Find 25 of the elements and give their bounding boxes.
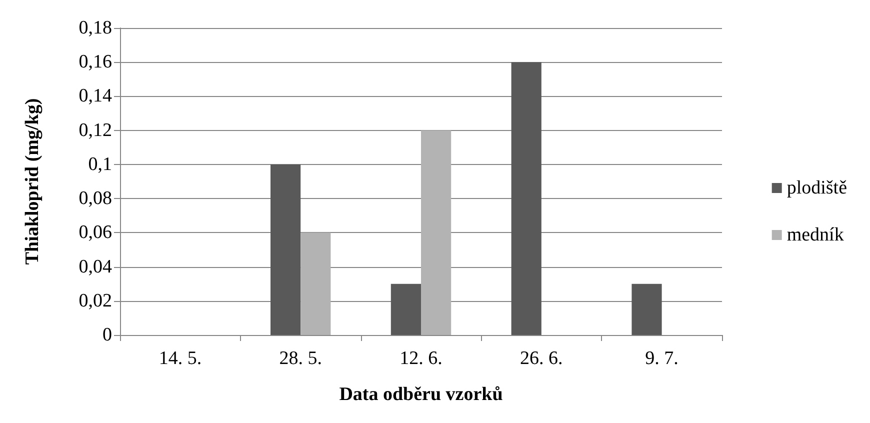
y-axis-title: Thiakloprid (mg/kg) bbox=[22, 98, 43, 265]
y-tick-label: 0,16 bbox=[78, 52, 112, 73]
legend-label: plodiště bbox=[786, 178, 848, 198]
y-tick-label: 0,12 bbox=[78, 120, 112, 141]
x-tick-label: 26. 6. bbox=[520, 348, 563, 369]
legend-label: medník bbox=[786, 224, 844, 246]
bar bbox=[511, 62, 542, 335]
y-tick-label: 0,08 bbox=[78, 188, 112, 210]
x-axis-title: Data odběru vzorků bbox=[339, 384, 504, 405]
bar bbox=[632, 284, 662, 335]
y-tick-label: 0,1 bbox=[88, 154, 112, 175]
x-tick-label: 14. 5. bbox=[158, 348, 202, 369]
x-tick-label: 28. 5. bbox=[279, 348, 322, 369]
y-tick-label: 0 bbox=[102, 324, 112, 346]
y-tick-label: 0,06 bbox=[78, 222, 112, 244]
x-tick-label: 9. 7. bbox=[645, 348, 678, 369]
y-tick-label: 0,04 bbox=[78, 256, 112, 278]
y-tick-label: 0,02 bbox=[78, 290, 112, 312]
y-tick-label: 0,18 bbox=[78, 18, 112, 38]
x-tick-label: 12. 6. bbox=[400, 348, 442, 369]
y-tick-label: 0,14 bbox=[78, 86, 112, 107]
bar bbox=[270, 164, 301, 335]
bar bbox=[421, 130, 452, 335]
bar bbox=[300, 232, 331, 335]
bar bbox=[390, 284, 421, 335]
